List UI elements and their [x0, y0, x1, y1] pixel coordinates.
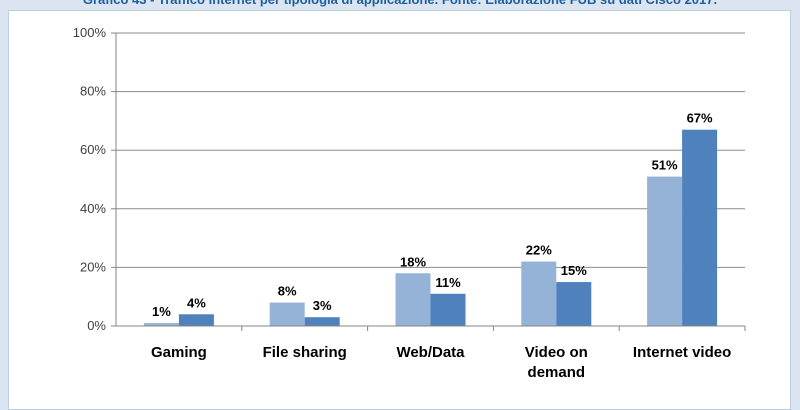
x-category-label: Web/Data [396, 344, 465, 361]
bar [521, 261, 557, 326]
y-tick-label: 60% [80, 142, 106, 157]
bar [143, 323, 179, 326]
data-label: 1% [152, 304, 171, 319]
data-label: 3% [313, 298, 332, 313]
x-category-label: File sharing [263, 344, 347, 361]
x-category-label: Internet video [633, 344, 731, 361]
bar [395, 273, 431, 326]
x-axis-categories: Gaming File sharing Web/Data Video on demand… [151, 344, 731, 381]
data-labels: 1% 4% 8% 3% 18% 11% 22% 15% 51% 67% [152, 111, 713, 319]
data-label: 4% [187, 295, 206, 310]
gridlines [116, 32, 745, 268]
data-label: 22% [526, 243, 552, 258]
data-label: 18% [400, 254, 426, 269]
data-label: 11% [435, 275, 461, 290]
bar [304, 317, 340, 326]
bar [178, 314, 214, 326]
chart-panel: 0% 20% 40% 60% 80% 100% Gaming File sharing Web… [8, 10, 791, 410]
bar [430, 293, 466, 326]
bars [143, 129, 718, 326]
data-label: 51% [652, 158, 678, 173]
x-category-label: Video on [525, 344, 588, 361]
bar [682, 129, 718, 326]
data-label: 67% [687, 111, 713, 126]
x-category-label: Gaming [151, 344, 207, 361]
y-tick-label: 40% [80, 201, 106, 216]
data-label: 8% [278, 284, 297, 299]
bar [647, 176, 683, 326]
y-tick-label: 80% [80, 84, 106, 99]
chart-caption: Grafico 43 - Traffico internet per tipol… [0, 0, 800, 9]
x-category-label: demand [528, 364, 586, 381]
data-label: 15% [561, 263, 587, 278]
axes [111, 32, 746, 331]
y-tick-label: 0% [87, 318, 106, 333]
y-axis-ticks: 0% 20% 40% 60% 80% 100% [73, 25, 107, 333]
y-tick-label: 20% [80, 259, 106, 274]
bar-chart: 0% 20% 40% 60% 80% 100% Gaming File sharing Web… [73, 25, 746, 381]
bar [556, 282, 592, 326]
bar [269, 302, 305, 326]
y-tick-label: 100% [73, 25, 107, 40]
